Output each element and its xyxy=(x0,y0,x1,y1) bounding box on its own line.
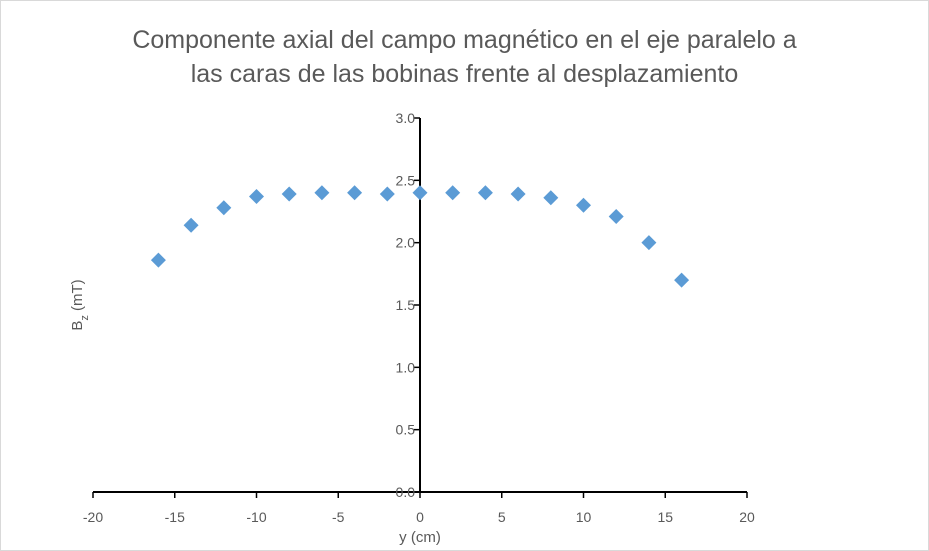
x-tick-label: 5 xyxy=(498,509,506,525)
x-tick-label: -5 xyxy=(332,509,345,525)
data-point xyxy=(347,185,363,201)
data-point xyxy=(674,272,690,288)
data-point xyxy=(510,186,526,202)
chart-title: Componente axial del campo magnético en … xyxy=(1,23,928,91)
data-point xyxy=(183,217,199,233)
x-tick-label: 15 xyxy=(657,509,673,525)
axes xyxy=(92,117,748,498)
y-axis-title: Bz (mT) xyxy=(69,279,91,330)
data-point xyxy=(281,186,297,202)
data-point xyxy=(249,189,264,205)
y-tick-label: 0.0 xyxy=(396,484,416,500)
data-point xyxy=(477,185,493,201)
y-tick-label: 2.0 xyxy=(396,235,416,251)
data-point xyxy=(576,197,591,213)
y-tick-label: 2.5 xyxy=(396,172,416,188)
y-tick-label: 1.0 xyxy=(396,359,416,375)
x-tick-label: -20 xyxy=(83,509,103,525)
data-point xyxy=(641,235,657,251)
y-tick-label: 3.0 xyxy=(396,110,416,126)
x-tick-label: 20 xyxy=(739,509,755,525)
data-point xyxy=(314,185,330,201)
y-axis-title-main: B xyxy=(69,321,86,331)
chart-title-line-2: las caras de las bobinas frente al despl… xyxy=(190,60,739,88)
data-point xyxy=(150,252,166,268)
x-tick-label: -10 xyxy=(246,509,266,525)
y-tick-label: 1.5 xyxy=(396,297,416,313)
chart-title-line-1: Componente axial del campo magnético en … xyxy=(132,26,797,54)
data-points xyxy=(150,185,690,288)
x-tick-label: 10 xyxy=(576,509,592,525)
x-axis-title: y (cm) xyxy=(399,529,441,546)
data-point xyxy=(216,200,232,216)
data-point xyxy=(379,186,395,202)
data-point xyxy=(608,208,624,224)
data-point xyxy=(445,185,461,201)
data-point xyxy=(412,185,428,201)
tick-labels: -20 -15 -10 -5 0 5 10 15 20 0.0 0.5 1.0 1.5 2.0 2.5 3.0 xyxy=(83,110,755,525)
x-tick-label: 0 xyxy=(416,509,424,525)
y-axis-title-sub: z xyxy=(79,315,91,321)
data-point xyxy=(543,190,559,206)
y-tick-label: 0.5 xyxy=(396,422,416,438)
y-axis-title-rest: (mT) xyxy=(69,279,86,315)
x-tick-label: -15 xyxy=(165,509,185,525)
